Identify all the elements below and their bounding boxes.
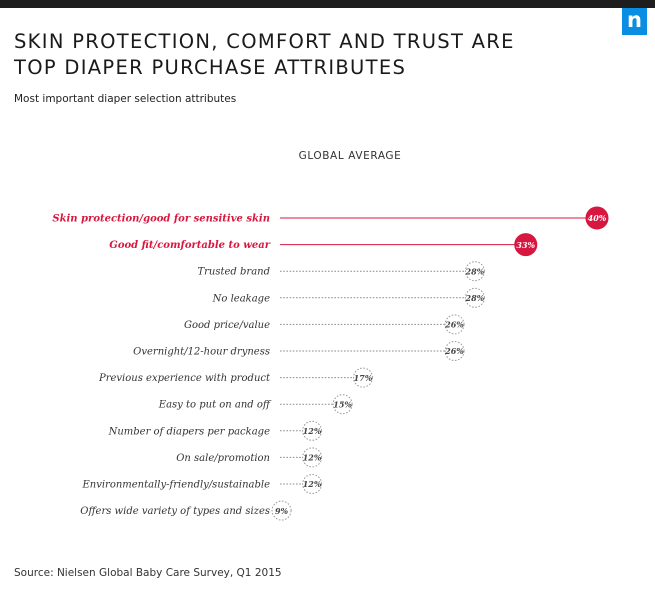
chart-subtitle: Most important diaper selection attribut… — [14, 93, 237, 105]
value-marker — [352, 367, 373, 388]
value-label: 40% — [588, 213, 607, 223]
bar-row: Offers wide variety of types and sizes 9% — [80, 500, 292, 521]
value-label: 15% — [333, 399, 352, 409]
category-label: Number of diapers per package — [108, 426, 270, 437]
bar-row: Number of diapers per package 12% — [108, 420, 323, 441]
bar-row: On sale/promotion 12% — [176, 447, 323, 468]
value-label: 17% — [354, 373, 373, 383]
value-marker — [302, 474, 323, 494]
title-line-2: TOP DIAPER PURCHASE ATTRIBUTES — [14, 56, 407, 79]
source-note: Source: Nielsen Global Baby Care Survey,… — [14, 567, 282, 579]
category-label: Easy to put on and off — [158, 400, 272, 411]
category-label: Good price/value — [184, 320, 270, 331]
value-label: 26% — [444, 320, 464, 330]
value-marker — [302, 447, 323, 468]
value-label: 12% — [303, 426, 322, 436]
category-label: Overnight/12-hour dryness — [133, 347, 270, 358]
value-marker — [444, 341, 465, 361]
bar-row: Skin protection/good for sensitive skin 4… — [52, 206, 609, 230]
bar-chart: Skin protection/good for sensitive skin 4… — [52, 206, 609, 521]
category-label: Previous experience with product — [98, 373, 271, 384]
value-marker — [464, 261, 485, 282]
nielsen-logo: n — [622, 8, 647, 35]
bar-row: Good fit/comfortable to wear 33% — [109, 233, 538, 257]
value-label: 28% — [465, 266, 485, 276]
category-label: Skin protection/good for sensitive skin — [52, 214, 270, 225]
bar-row: No leakage 28% — [212, 287, 485, 308]
bar-row: Previous experience with product 17% — [98, 367, 373, 388]
page-title: SKIN PROTECTION, COMFORT AND TRUST ARE T… — [14, 29, 614, 81]
value-label: 28% — [465, 293, 485, 303]
bar-row: Easy to put on and off 15% — [158, 394, 353, 415]
bar-row: Trusted brand 28% — [197, 261, 485, 282]
bar-row: Good price/value 26% — [184, 314, 465, 335]
title-line-1: SKIN PROTECTION, COMFORT AND TRUST ARE — [14, 30, 515, 53]
value-label: 26% — [444, 346, 464, 356]
category-label: On sale/promotion — [176, 453, 270, 464]
value-marker — [302, 420, 323, 441]
category-label: Environmentally-friendly/sustainable — [81, 480, 270, 491]
category-label: Offers wide variety of types and sizes — [80, 506, 270, 517]
bar-row: Overnight/12-hour dryness 26% — [133, 341, 465, 361]
value-label: 9% — [275, 506, 289, 516]
value-label: 33% — [516, 240, 535, 250]
value-label: 12% — [303, 453, 322, 463]
column-header: GLOBAL AVERAGE — [298, 150, 402, 162]
category-label: Trusted brand — [197, 267, 270, 278]
value-marker — [332, 394, 353, 415]
category-label: Good fit/comfortable to wear — [109, 240, 270, 251]
value-marker — [271, 500, 292, 521]
top-bar — [0, 0, 655, 8]
value-marker — [444, 314, 465, 335]
value-marker — [464, 287, 485, 308]
value-marker — [585, 206, 609, 230]
bar-row: Environmentally-friendly/sustainable 12% — [81, 474, 323, 494]
category-label: No leakage — [212, 293, 270, 304]
value-marker — [514, 233, 538, 257]
value-label: 12% — [303, 479, 322, 489]
